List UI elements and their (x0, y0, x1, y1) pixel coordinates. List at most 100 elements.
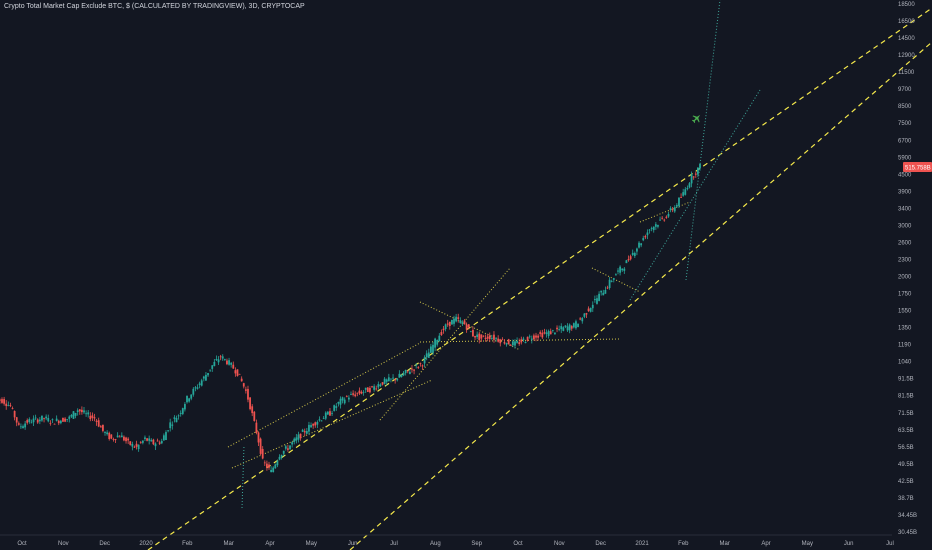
x-tick-label: Jun (348, 541, 358, 547)
candle-body (173, 417, 176, 419)
candle-body (9, 405, 12, 407)
candle-body (324, 412, 327, 419)
candle-body (688, 183, 691, 188)
candle-body (15, 417, 18, 423)
candle-body (179, 412, 182, 414)
y-tick-label: 18500 (898, 2, 915, 8)
candle-body (139, 442, 142, 444)
candle-body (436, 339, 439, 345)
candle-body (347, 397, 350, 400)
candle-body (476, 334, 479, 338)
candle-body (369, 387, 371, 393)
candle-body (663, 219, 666, 221)
candle-body (387, 377, 390, 382)
candle-body (497, 338, 500, 342)
candle-body (259, 438, 262, 454)
candle-body (74, 412, 77, 416)
candle-body (467, 324, 470, 328)
candle-body (68, 416, 71, 419)
y-tick-label: 38.7B (898, 496, 914, 502)
candle-body (537, 335, 540, 338)
candle-body (326, 411, 329, 415)
candle-body (57, 420, 60, 424)
candle-body (465, 324, 468, 330)
candle-body (316, 421, 319, 425)
y-tick-label: 1550 (898, 309, 912, 315)
y-tick-label: 30.45B (898, 530, 917, 536)
x-tick-label: Apr (761, 541, 770, 547)
candle-body (423, 357, 426, 364)
trend-line-dotted (419, 338, 621, 343)
candle-body (526, 336, 529, 341)
candle-body (232, 364, 235, 369)
candle-body (337, 401, 340, 404)
candle-body (648, 229, 651, 231)
candle-body (150, 439, 153, 442)
candle-body (474, 335, 476, 338)
candle-body (114, 439, 117, 441)
candle-body (577, 323, 579, 328)
candle-body (459, 320, 462, 323)
candle-body (572, 323, 575, 328)
candle-body (522, 338, 525, 340)
candle-body (333, 405, 336, 411)
x-tick-label: May (802, 541, 813, 547)
candle-body (123, 436, 125, 441)
candle-body (469, 331, 472, 333)
y-tick-label: 16500 (898, 19, 915, 25)
x-tick-label: Apr (265, 541, 274, 547)
candle-body (20, 426, 22, 428)
candle-body (62, 417, 64, 422)
candle-body (673, 207, 676, 212)
candle-body (181, 408, 184, 414)
candle-body (652, 226, 655, 231)
candle-body (385, 379, 388, 382)
candle-body (263, 462, 266, 464)
candle-body (623, 268, 626, 271)
x-tick-label: 2020 (139, 541, 153, 547)
candle-body (402, 372, 405, 376)
price-tag-label: 515.758B (905, 166, 931, 172)
candle-body (596, 298, 598, 304)
candle-body (484, 337, 487, 339)
x-tick-label: Mar (223, 541, 233, 547)
candle-body (314, 422, 317, 426)
candle-body (680, 197, 682, 198)
candle-body (188, 398, 191, 402)
price-tag: 515.758B (903, 162, 932, 172)
candle-body (242, 383, 245, 387)
x-tick-label: Aug (430, 541, 441, 547)
candle-body (549, 331, 552, 335)
candle-body (272, 467, 275, 473)
candle-body (394, 378, 397, 381)
candle-body (352, 393, 355, 395)
candle-body (530, 338, 533, 340)
candle-body (560, 326, 563, 330)
candle-body (696, 167, 699, 175)
airplane-icon[interactable] (690, 112, 703, 125)
candle-body (642, 238, 645, 241)
x-tick-label: Oct (17, 541, 27, 547)
candle-body (104, 431, 106, 433)
candle-body (87, 412, 90, 415)
candle-body (583, 313, 586, 317)
x-tick-label: Jun (844, 541, 854, 547)
candle-body (200, 380, 203, 386)
candle-body (505, 343, 508, 345)
candle-body (162, 435, 165, 441)
candle-body (581, 318, 584, 322)
y-tick-label: 63.5B (898, 428, 914, 434)
candle-body (692, 176, 695, 178)
candle-body (644, 236, 647, 238)
candle-body (148, 438, 151, 441)
candle-body (503, 342, 506, 344)
y-tick-label: 1190 (898, 343, 912, 349)
candle-body (625, 260, 628, 264)
candle-body (390, 378, 392, 380)
candle-body (438, 335, 441, 342)
candle-body (539, 332, 542, 334)
candle-body (76, 410, 79, 413)
candle-body (629, 256, 632, 260)
candle-body (1, 399, 3, 403)
